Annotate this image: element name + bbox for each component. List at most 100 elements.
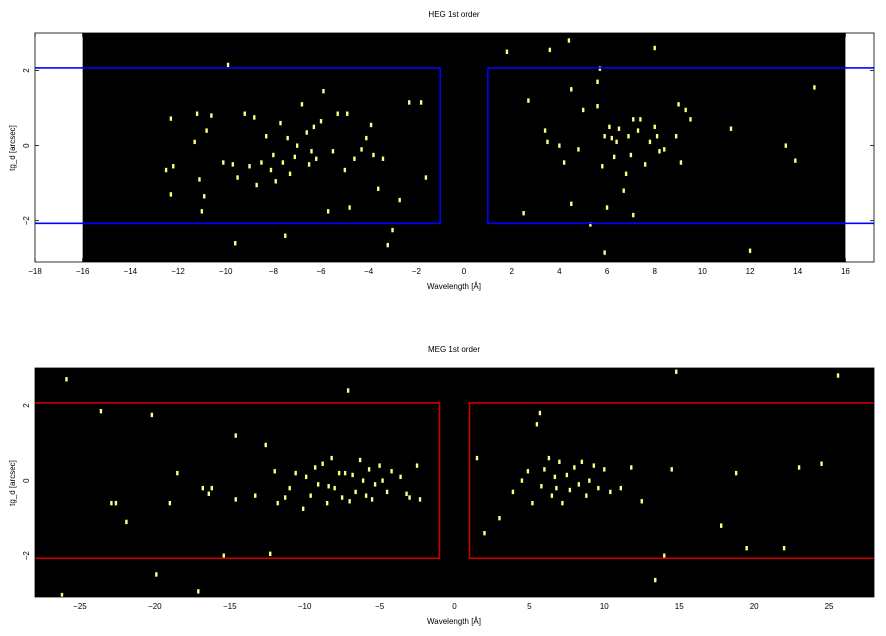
heg-event-point (612, 154, 616, 160)
meg-event-point (264, 442, 267, 448)
heg-event-point (398, 197, 401, 203)
heg-plot-area (35, 33, 874, 262)
heg-event-point (629, 152, 633, 158)
meg-event-point (325, 500, 329, 506)
heg-event-point (543, 128, 547, 133)
meg-event-point (719, 523, 723, 528)
meg-event-point (333, 485, 336, 491)
heg-event-point (596, 104, 599, 109)
meg-ylabel: tg_d [arcsec] (8, 460, 17, 506)
meg-event-point (313, 465, 317, 470)
meg-event-point (418, 497, 422, 502)
heg-event-point (603, 250, 606, 255)
meg-event-point (565, 472, 569, 478)
heg-event-point (248, 164, 251, 169)
meg-event-point (408, 495, 411, 500)
heg-xtick-label: −16 (76, 267, 90, 276)
heg-event-point (319, 119, 323, 124)
meg-event-point (378, 463, 381, 468)
heg-xtick-label: −4 (364, 267, 374, 276)
meg-event-point (385, 489, 389, 495)
heg-event-point (169, 116, 173, 121)
heg-extraction-region-2 (487, 67, 874, 225)
heg-event-point (658, 149, 661, 154)
meg-event-point (273, 469, 276, 474)
meg-event-point (288, 485, 291, 491)
heg-event-point (253, 115, 256, 120)
heg-event-point (169, 192, 173, 197)
meg-event-point (630, 465, 633, 470)
meg-event-point (588, 478, 591, 483)
meg-xtick-label: −10 (298, 602, 312, 611)
meg-event-point (337, 470, 341, 476)
meg-axes: −25 −20 −15 −10 −5 0 5 10 15 20 25−202 (22, 368, 874, 611)
meg-event-point (234, 433, 237, 438)
meg-event-point (511, 489, 515, 495)
meg-event-point (65, 377, 68, 382)
heg-event-point (679, 160, 683, 165)
heg-xtick-label: −18 (28, 267, 42, 276)
heg-event-point (784, 143, 788, 148)
heg-event-point (522, 210, 525, 216)
meg-event-point (592, 463, 596, 468)
heg-event-point (369, 122, 373, 128)
meg-event-point (330, 455, 333, 461)
meg-event-point (543, 467, 546, 472)
heg-event-point (684, 107, 687, 113)
meg-event-point (234, 497, 237, 502)
meg-xtick-label: 5 (527, 602, 532, 611)
heg-event-point (813, 85, 816, 90)
meg-event-point (381, 478, 384, 483)
heg-event-point (655, 134, 659, 139)
meg-xtick-label: 25 (825, 602, 834, 611)
meg-plot-area (35, 369, 874, 597)
heg-xtick-label: 16 (841, 267, 850, 276)
meg-event-point (343, 470, 347, 476)
meg-event-point (597, 485, 600, 491)
meg-event-point (340, 495, 344, 500)
heg-event-point (601, 164, 604, 169)
meg-event-point (207, 491, 210, 496)
meg-event-point (580, 459, 584, 465)
meg-ytick-label: 2 (22, 403, 31, 408)
heg-event-point (193, 139, 196, 145)
meg-event-point (640, 499, 643, 504)
meg-event-point (351, 472, 354, 478)
meg-xtick-label: −5 (375, 602, 385, 611)
meg-event-point (498, 515, 501, 521)
meg-event-point (155, 572, 158, 577)
heg-event-point (643, 162, 647, 167)
meg-event-point (301, 506, 305, 511)
heg-event-point (326, 209, 330, 214)
heg-xtick-label: −2 (412, 267, 422, 276)
heg-event-point (689, 117, 692, 122)
meg-event-point (346, 388, 350, 393)
heg-event-point (305, 130, 308, 135)
heg-event-point (677, 102, 680, 107)
heg-event-point (353, 156, 356, 161)
meg-event-point (734, 470, 738, 476)
meg-event-point (558, 459, 561, 465)
meg-event-point (538, 410, 542, 416)
heg-event-point (546, 139, 549, 145)
heg-ytick-label: 0 (22, 143, 31, 148)
heg-ytick-label: −2 (22, 216, 31, 226)
heg-title: HEG 1st order (428, 10, 479, 19)
heg-ylabel: tg_d [arcsec] (8, 125, 17, 171)
meg-event-point (782, 545, 786, 551)
heg-event-point (231, 162, 235, 167)
meg-event-point (405, 491, 408, 496)
heg-xtick-label: 0 (462, 267, 467, 276)
heg-event-point (164, 167, 168, 173)
meg-panel: MEG 1st order −25 −20 −15 −10 −5 0 5 10 15 20 25−2… (8, 345, 875, 626)
heg-event-point (331, 149, 335, 154)
heg-event-point (365, 135, 368, 141)
heg-event-point (627, 134, 630, 139)
heg-event-point (300, 102, 304, 107)
heg-axes-frame (34, 32, 875, 263)
heg-event-point (315, 156, 318, 161)
heg-event-point (172, 164, 175, 169)
heg-xtick-label: 6 (605, 267, 610, 276)
meg-event-point (294, 470, 297, 476)
meg-xtick-label: 0 (452, 602, 457, 611)
